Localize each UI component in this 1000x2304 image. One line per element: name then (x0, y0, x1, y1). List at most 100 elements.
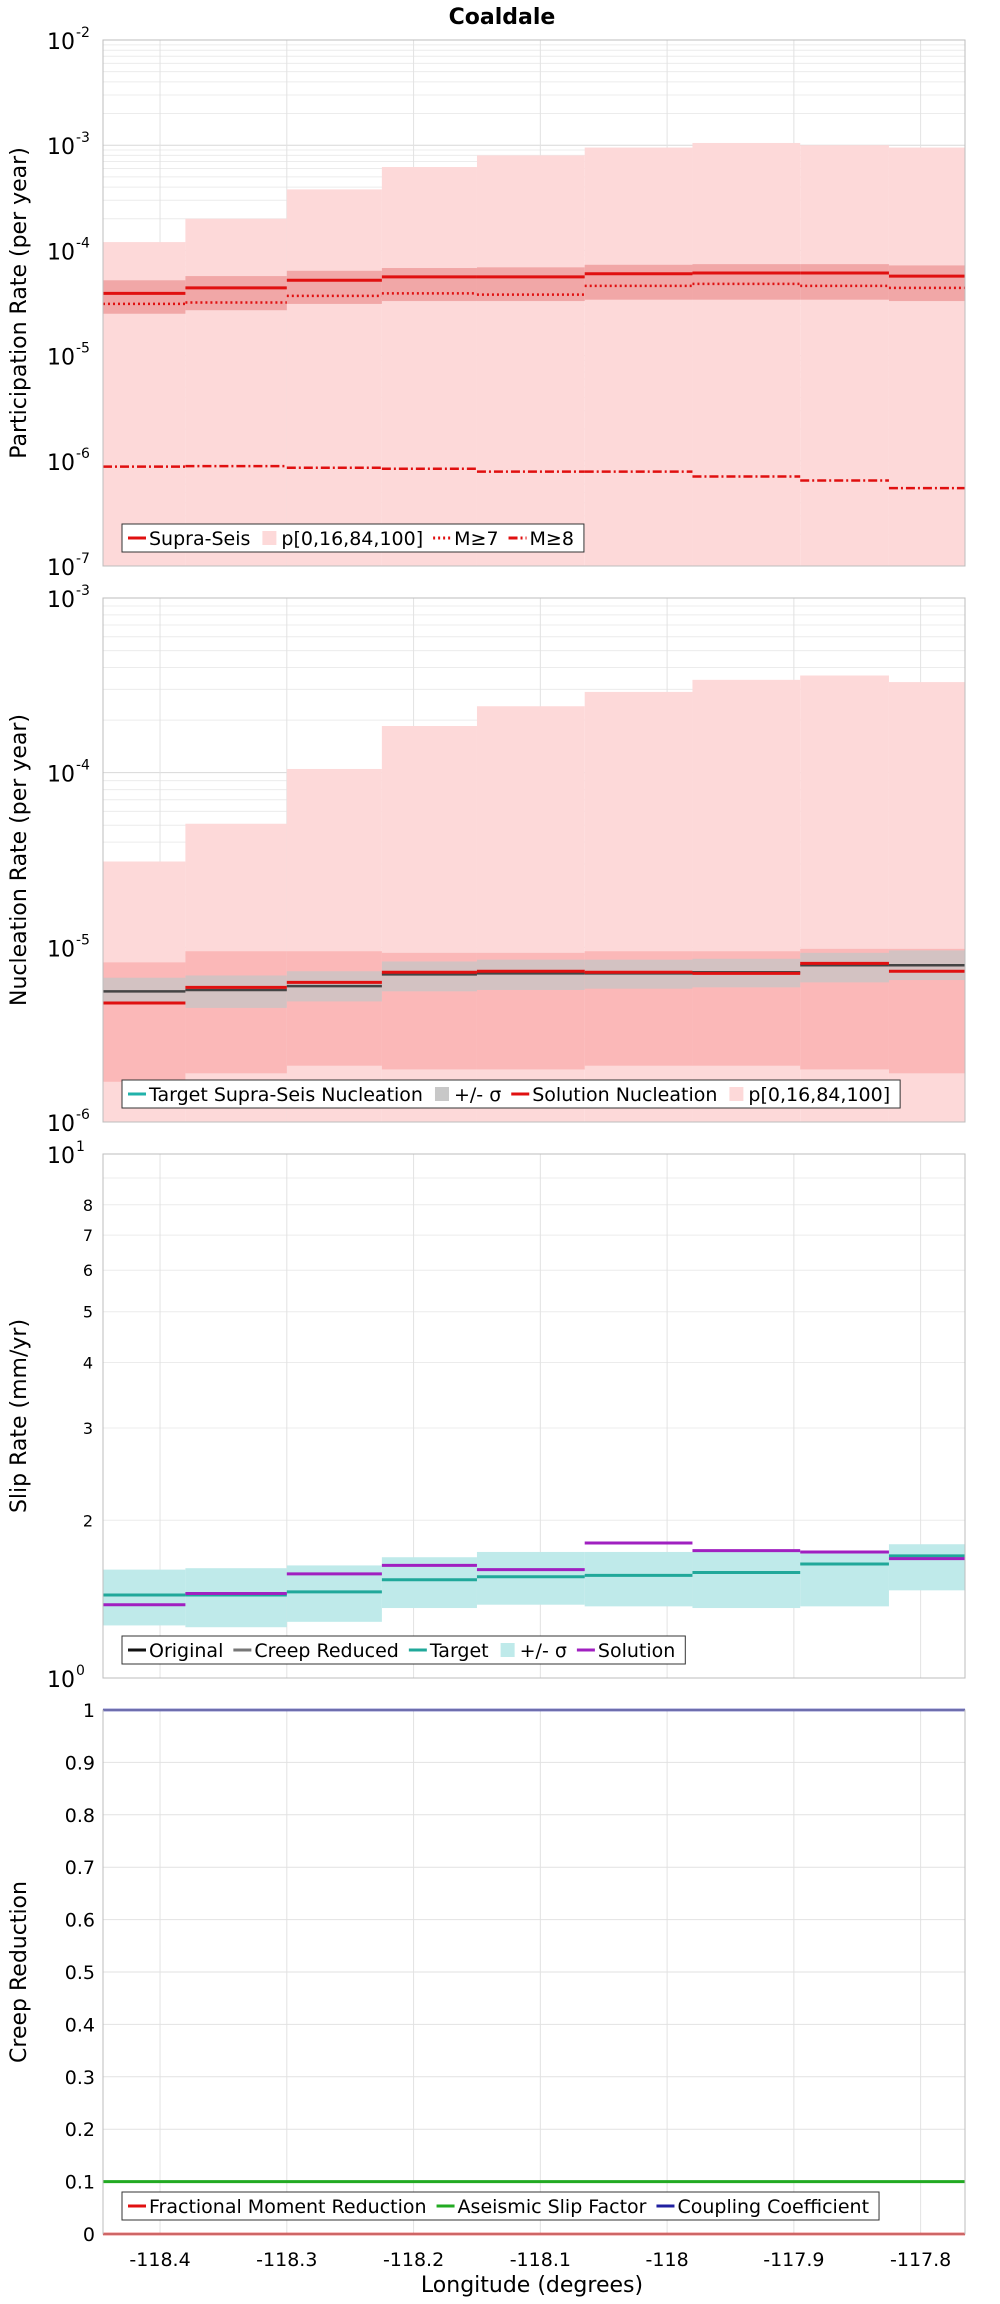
legend-item-fractional-moment-reduction: Fractional Moment Reduction (128, 2196, 427, 2218)
legend: Fractional Moment Reduction Aseismic Slip… (121, 2191, 880, 2221)
band-segment (381, 167, 477, 566)
y-tick-label: 0.2 (65, 2119, 95, 2141)
band-segment (381, 961, 477, 992)
band-segment (476, 1551, 585, 1605)
band-segment (692, 142, 801, 566)
y-tick-label: 6 (83, 1261, 93, 1280)
y-tick-label: 10 (47, 135, 75, 160)
band-segment (286, 189, 382, 566)
y-tick-label-exponent: -3 (76, 130, 90, 146)
x-axis-label: Longitude (degrees) (421, 2273, 643, 2298)
band-segment (692, 264, 801, 300)
band-segment (800, 1551, 889, 1607)
band-segment (381, 268, 477, 302)
y-tick-label: 0.1 (65, 2172, 95, 2194)
y-tick-labels: 10-610-510-410-3 (47, 583, 90, 1137)
band-segment (888, 1544, 965, 1591)
y-tick-label: 10 (47, 937, 75, 962)
x-tick-label: -117.9 (763, 2249, 824, 2271)
x-tick-label: -118.1 (510, 2249, 571, 2271)
series-supra-seis (103, 271, 965, 295)
series-solution-nucleation (103, 961, 965, 1005)
legend-label: p[0,16,84,100] (281, 528, 423, 550)
x-tick-label: -118 (646, 2249, 689, 2271)
y-tick-label: 4 (83, 1354, 93, 1373)
band-segment (103, 1569, 186, 1626)
legend-item-target-supra-seis-nucleation: Target Supra-Seis Nucleation (128, 1084, 423, 1106)
series-m-8 (103, 464, 965, 490)
band-segment (584, 147, 693, 567)
y-tick-label: 0.3 (65, 2067, 95, 2089)
y-tick-label-exponent: -6 (76, 446, 90, 462)
x-tick-label: -118.2 (383, 2249, 444, 2271)
legend-label: +/- σ (454, 1084, 501, 1106)
y-tick-labels: 10-710-610-510-410-310-2 (47, 25, 90, 581)
band-segment (584, 264, 693, 300)
y-tick-label: 0.8 (65, 1805, 95, 1827)
legend-item-coupling-coefficient: Coupling Coefficient (656, 2196, 869, 2218)
legend-box (121, 1079, 901, 1109)
y-tick-label-exponent: -3 (76, 583, 90, 599)
band-segment (185, 218, 287, 567)
legend-label: Target (429, 1640, 489, 1662)
band-segment (476, 267, 585, 302)
legend: Supra-Seis p[0,16,84,100] M≥7 M≥8 (121, 523, 585, 553)
y-axis-label: Creep Reduction (7, 1881, 32, 2063)
band-segment (185, 1568, 287, 1628)
legend-label: M≥7 (454, 528, 498, 550)
band-segment (800, 952, 889, 983)
band-segment (185, 975, 287, 1008)
y-tick-label: 10 (47, 588, 75, 613)
y-tick-label: 8 (83, 1196, 93, 1215)
y-tick-label-exponent: 1 (76, 1139, 85, 1155)
legend-swatch (729, 1087, 744, 1101)
band-segment (286, 951, 382, 1066)
y-axis-label: Nucleation Rate (per year) (7, 714, 32, 1006)
y-tick-label: 0 (83, 2224, 95, 2246)
y-tick-label: 5 (83, 1303, 93, 1322)
band-segment (800, 264, 889, 300)
y-tick-label: 10 (47, 1668, 75, 1693)
legend-swatch (262, 531, 277, 545)
y-tick-label: 10 (47, 451, 75, 476)
y-tick-label-exponent: -5 (76, 932, 90, 948)
y-tick-label: 0.6 (65, 1910, 95, 1932)
legend-item--: +/- σ (500, 1640, 567, 1662)
gridlines (103, 1709, 965, 2235)
y-tick-label-exponent: 0 (76, 1663, 85, 1679)
legend-item-original: Original (128, 1640, 223, 1662)
legend-label: Aseismic Slip Factor (458, 2196, 647, 2218)
y-tick-label: 0.5 (65, 1962, 95, 1984)
band-segment (286, 768, 382, 1122)
legend-label: Supra-Seis (149, 528, 250, 550)
legend-label: Fractional Moment Reduction (149, 2196, 427, 2218)
band-segment (800, 145, 889, 566)
legend-item-aseismic-slip-factor: Aseismic Slip Factor (436, 2196, 647, 2218)
legend-label: Solution (598, 1640, 675, 1662)
legend-label: p[0,16,84,100] (748, 1084, 890, 1106)
y-tick-label-exponent: -5 (76, 341, 90, 357)
y-tick-label: 1 (83, 1700, 95, 1722)
legend-label: Coupling Coefficient (677, 2196, 869, 2218)
y-tick-label: 0.7 (65, 1857, 95, 1879)
figure-title: Coaldale (449, 5, 556, 30)
band-segment (185, 276, 287, 311)
legend-item--: +/- σ (434, 1084, 501, 1106)
y-tick-label: 10 (47, 763, 75, 788)
legend-label: +/- σ (520, 1640, 567, 1662)
band-segment (476, 959, 585, 990)
plot-frame (102, 597, 966, 1123)
legend-swatch (500, 1643, 515, 1657)
legend-item-creep-reduced: Creep Reduced (233, 1640, 399, 1662)
legend-label: M≥8 (530, 528, 574, 550)
legend-item-solution: Solution (576, 1640, 675, 1662)
legend-box (121, 2191, 880, 2221)
band-p-0-16-84-100-inner (103, 264, 965, 314)
y-tick-label-exponent: -6 (76, 1107, 90, 1123)
y-tick-label: 10 (47, 30, 75, 55)
